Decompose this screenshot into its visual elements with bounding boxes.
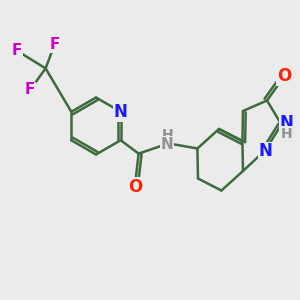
Text: N: N bbox=[161, 137, 173, 152]
Text: N: N bbox=[280, 114, 294, 132]
Text: F: F bbox=[50, 37, 60, 52]
Text: F: F bbox=[25, 82, 35, 98]
Text: O: O bbox=[128, 178, 142, 196]
Text: N: N bbox=[259, 142, 272, 160]
Text: F: F bbox=[11, 43, 22, 58]
Text: H: H bbox=[281, 127, 292, 140]
Text: O: O bbox=[277, 67, 291, 85]
Text: N: N bbox=[114, 103, 128, 121]
Text: H: H bbox=[161, 128, 173, 142]
